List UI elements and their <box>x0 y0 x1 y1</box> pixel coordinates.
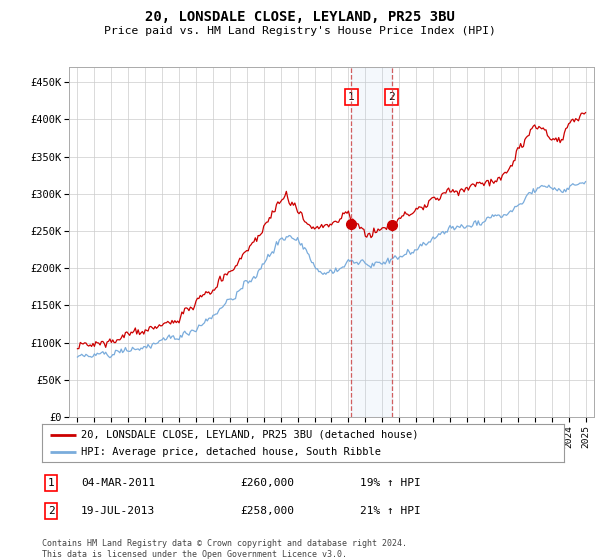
Text: HPI: Average price, detached house, South Ribble: HPI: Average price, detached house, Sout… <box>81 447 381 458</box>
Text: 19-JUL-2013: 19-JUL-2013 <box>81 506 155 516</box>
Text: 19% ↑ HPI: 19% ↑ HPI <box>360 478 421 488</box>
Text: Price paid vs. HM Land Registry's House Price Index (HPI): Price paid vs. HM Land Registry's House … <box>104 26 496 36</box>
Text: 2: 2 <box>47 506 55 516</box>
Text: 20, LONSDALE CLOSE, LEYLAND, PR25 3BU (detached house): 20, LONSDALE CLOSE, LEYLAND, PR25 3BU (d… <box>81 430 419 440</box>
Text: 1: 1 <box>47 478 55 488</box>
Text: 2: 2 <box>388 92 395 102</box>
Text: 20, LONSDALE CLOSE, LEYLAND, PR25 3BU: 20, LONSDALE CLOSE, LEYLAND, PR25 3BU <box>145 10 455 24</box>
Text: £260,000: £260,000 <box>240 478 294 488</box>
Text: £258,000: £258,000 <box>240 506 294 516</box>
Text: 21% ↑ HPI: 21% ↑ HPI <box>360 506 421 516</box>
Text: Contains HM Land Registry data © Crown copyright and database right 2024.
This d: Contains HM Land Registry data © Crown c… <box>42 539 407 559</box>
Text: 1: 1 <box>348 92 355 102</box>
Bar <box>352 67 392 417</box>
Text: 04-MAR-2011: 04-MAR-2011 <box>81 478 155 488</box>
